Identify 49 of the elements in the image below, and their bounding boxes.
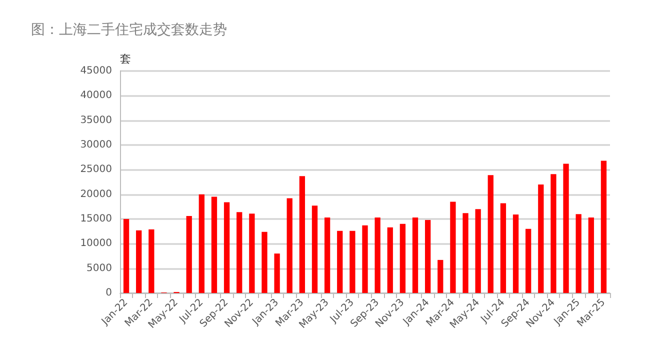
bar	[299, 176, 306, 293]
bar	[488, 175, 494, 293]
bar	[224, 202, 230, 293]
bar	[387, 227, 393, 293]
bar	[576, 214, 582, 293]
bar	[198, 194, 204, 293]
bar	[236, 212, 242, 293]
bar	[324, 218, 330, 293]
y-tick-label: 40000	[80, 90, 112, 102]
bar	[123, 219, 130, 293]
y-tick-label: 20000	[80, 188, 112, 200]
bar	[438, 260, 444, 293]
bar	[412, 218, 418, 293]
y-tick-label: 10000	[80, 238, 112, 250]
bar	[362, 225, 368, 293]
y-tick-label: 0	[106, 288, 112, 298]
y-tick-label: 35000	[80, 114, 112, 126]
y-tick-label: 15000	[80, 214, 112, 224]
bar	[475, 209, 481, 293]
bar	[374, 218, 380, 293]
bar	[538, 184, 544, 293]
y-tick-label: 25000	[80, 164, 112, 176]
bar	[588, 218, 594, 293]
chart-title: 图：上海二手住宅成交套数走势	[31, 22, 227, 38]
y-axis-title: 套	[120, 54, 131, 66]
bar	[550, 174, 556, 293]
bar	[136, 230, 142, 293]
bar	[500, 203, 506, 293]
bar	[350, 230, 356, 293]
bar	[400, 224, 406, 293]
bar	[148, 229, 154, 293]
bar	[186, 216, 192, 293]
bar	[211, 196, 218, 293]
bar	[274, 254, 280, 293]
bar	[512, 214, 519, 293]
y-tick-label: 5000	[86, 262, 112, 274]
bar	[600, 160, 607, 293]
bar	[462, 213, 468, 293]
bar	[312, 206, 318, 293]
y-tick-label: 30000	[80, 140, 112, 150]
bar	[262, 232, 268, 293]
bar	[563, 164, 569, 293]
bar	[286, 198, 292, 293]
bar	[424, 220, 431, 293]
bar	[249, 214, 255, 293]
bar	[337, 230, 343, 293]
y-tick-label: 45000	[80, 66, 112, 76]
bar	[526, 228, 532, 293]
bar	[450, 202, 456, 293]
